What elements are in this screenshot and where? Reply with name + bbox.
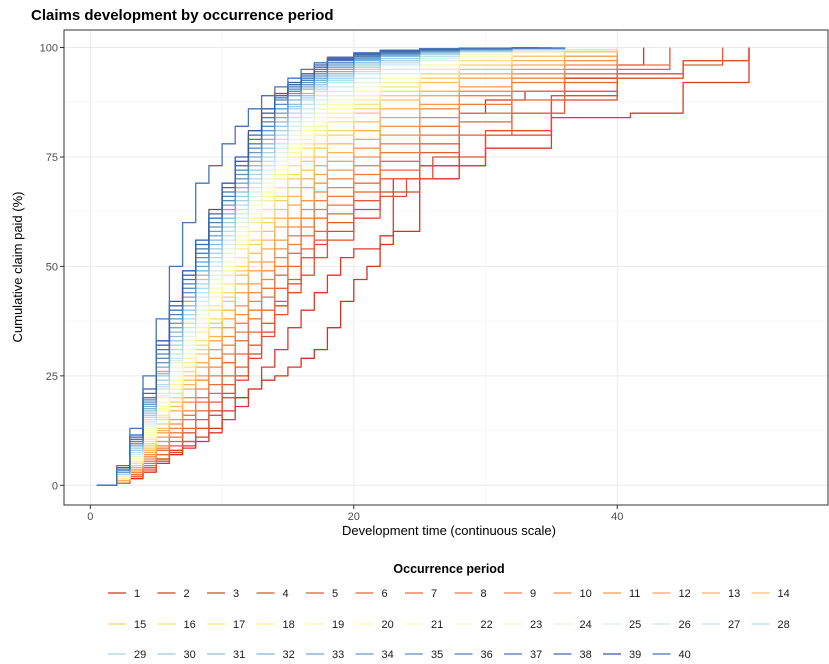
x-tick-label: 40 [611,511,623,523]
legend-label-27: 27 [728,619,740,631]
legend-label-35: 35 [431,649,443,661]
legend-label-23: 23 [530,619,542,631]
y-tick-label: 100 [40,43,58,55]
legend-label-36: 36 [481,649,493,661]
legend-label-7: 7 [431,588,437,600]
legend-label-2: 2 [184,588,190,600]
legend-label-22: 22 [481,619,493,631]
series-line-40 [96,47,539,486]
legend-label-16: 16 [184,619,196,631]
legend-label-18: 18 [283,619,295,631]
legend-label-24: 24 [580,619,592,631]
legend-label-13: 13 [728,588,740,600]
y-tick-label: 0 [52,480,58,492]
legend-label-20: 20 [382,619,394,631]
legend-label-9: 9 [530,588,536,600]
legend-label-29: 29 [134,649,146,661]
legend-label-5: 5 [332,588,338,600]
legend-label-34: 34 [382,649,394,661]
legend-label-19: 19 [332,619,344,631]
legend-label-38: 38 [580,649,592,661]
legend-label-14: 14 [778,588,790,600]
y-axis-label: Cumulative claim paid (%) [10,192,25,343]
legend-label-30: 30 [184,649,196,661]
grid-lines [64,30,828,505]
y-tick-label: 75 [46,152,58,164]
legend-label-6: 6 [382,588,388,600]
legend-label-11: 11 [629,588,640,600]
legend-label-10: 10 [580,588,592,600]
x-tick-label: 0 [87,511,93,523]
series-layer [96,47,750,486]
legend-label-3: 3 [233,588,239,600]
legend-title: Occurrence period [393,562,504,576]
legend-label-8: 8 [481,588,487,600]
plot-background [64,30,828,505]
axis-ticks: 0 20 40 0 25 50 75 100 [40,43,624,523]
plot-area: 0 20 40 0 25 50 75 100 [40,29,829,523]
chart-title: Claims development by occurrence period [31,7,334,24]
legend-label-15: 15 [134,619,146,631]
x-axis-label: Development time (continuous scale) [342,523,556,538]
legend-label-32: 32 [283,649,295,661]
legend-label-21: 21 [431,619,443,631]
legend-label-28: 28 [778,619,790,631]
legend-label-17: 17 [233,619,245,631]
plot-border [63,29,829,506]
x-tick-label: 20 [348,511,360,523]
legend-label-25: 25 [629,619,641,631]
legend-label-33: 33 [332,649,344,661]
legend-label-26: 26 [679,619,691,631]
legend-label-1: 1 [134,588,140,600]
legend-label-12: 12 [679,588,691,600]
legend-label-31: 31 [233,649,245,661]
legend-label-37: 37 [530,649,542,661]
y-tick-label: 25 [46,371,58,383]
legend-label-4: 4 [283,588,289,600]
y-tick-label: 50 [46,261,58,273]
legend-label-39: 39 [629,649,641,661]
legend-label-40: 40 [679,649,691,661]
